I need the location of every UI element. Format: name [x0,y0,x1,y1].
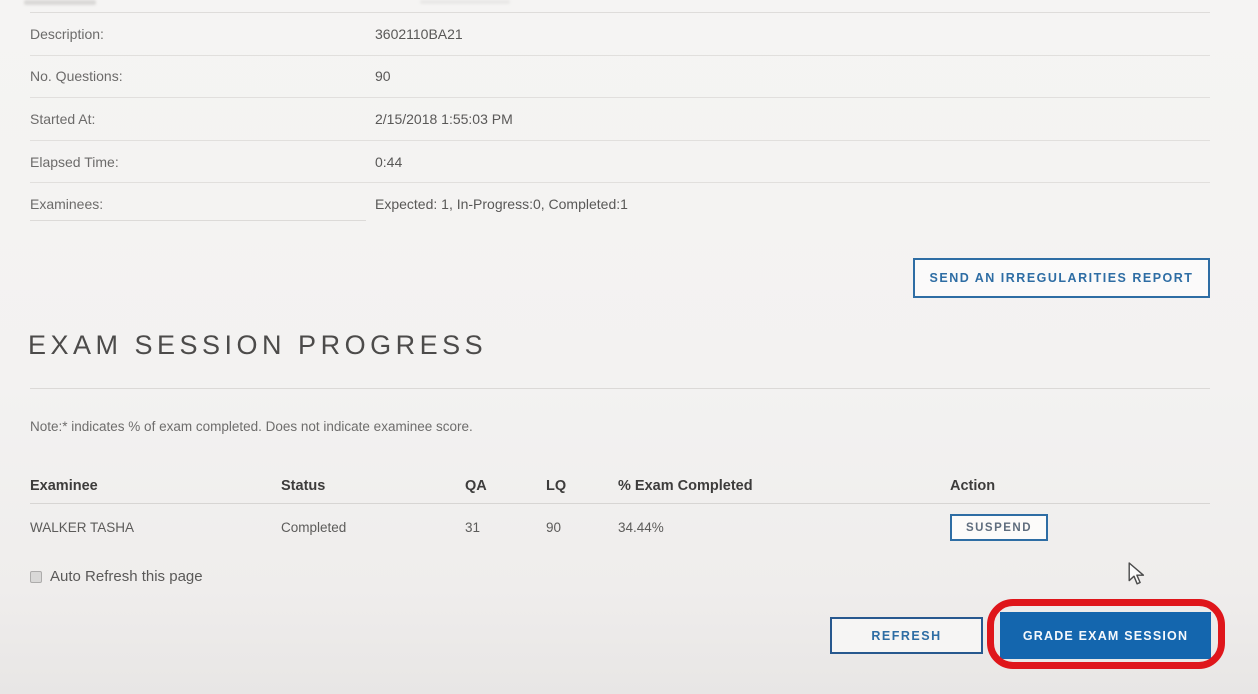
col-header-pct-exam-completed: % Exam Completed [618,477,753,494]
send-irregularities-report-button[interactable]: SEND AN IRREGULARITIES REPORT [913,258,1210,298]
col-header-lq: LQ [546,477,567,494]
cell-status: Completed [281,520,347,535]
description-label: Description: [30,25,104,42]
examinees-label: Examinees: [30,196,104,213]
cell-lq: 90 [546,520,562,535]
exam-session-details: Description: 3602110BA21 No. Questions: … [30,12,1210,225]
detail-row-questions: No. Questions: 90 [30,56,1210,99]
auto-refresh-control[interactable]: Auto Refresh this page [30,568,203,585]
auto-refresh-checkbox[interactable] [30,570,42,583]
detail-row-started-at: Started At: 2/15/2018 1:55:03 PM [30,98,1210,141]
cutoff-text-remnant [420,0,510,4]
table-row: WALKER TASHA Completed 31 90 34.44% SUSP… [30,504,1210,551]
started-at-value: 2/15/2018 1:55:03 PM [375,110,513,127]
refresh-button[interactable]: REFRESH [830,617,983,654]
elapsed-time-label: Elapsed Time: [30,153,119,170]
detail-row-elapsed-time: Elapsed Time: 0:44 [30,141,1210,184]
grade-exam-session-button[interactable]: GRADE EXAM SESSION [1000,612,1211,659]
col-header-examinee: Examinee [30,477,98,494]
section-note: Note:* indicates % of exam completed. Do… [30,419,473,434]
section-divider [30,388,1210,389]
cutoff-text-remnant [24,0,96,5]
exam-progress-table: Examinee Status QA LQ % Exam Completed A… [30,468,1210,551]
examinees-value: Expected: 1, In-Progress:0, Completed:1 [375,196,628,213]
cell-qa: 31 [465,520,481,535]
page-title: EXAM SESSION PROGRESS [28,330,488,360]
questions-label: No. Questions: [30,68,123,85]
col-header-action: Action [950,477,996,494]
cell-pct-exam-completed: 34.44% [618,520,664,535]
cell-examinee: WALKER TASHA [30,520,135,535]
col-header-qa: QA [465,477,487,494]
examinees-underline [30,220,366,221]
questions-value: 90 [375,68,391,85]
mouse-cursor-icon [1128,562,1146,592]
description-value: 3602110BA21 [375,25,463,42]
detail-row-examinees: Examinees: Expected: 1, In-Progress:0, C… [30,183,1210,225]
detail-row-description: Description: 3602110BA21 [30,13,1210,56]
auto-refresh-label: Auto Refresh this page [50,568,203,585]
table-header-row: Examinee Status QA LQ % Exam Completed A… [30,468,1210,504]
started-at-label: Started At: [30,110,96,127]
elapsed-time-value: 0:44 [375,153,403,170]
col-header-status: Status [281,477,326,494]
suspend-button[interactable]: SUSPEND [950,514,1048,541]
